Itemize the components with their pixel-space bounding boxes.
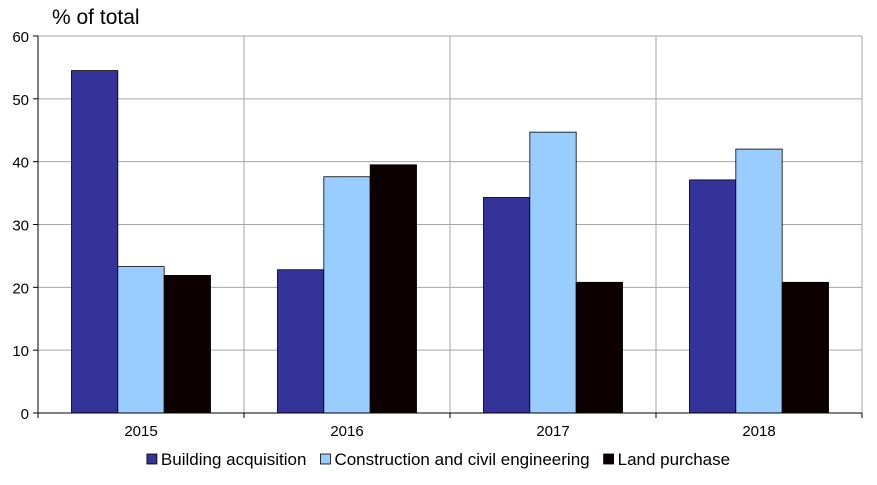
legend-label: Construction and civil engineering bbox=[334, 450, 589, 469]
legend: Building acquisition Construction and civ… bbox=[146, 450, 730, 469]
bar-2016-series-2 bbox=[323, 176, 371, 414]
bar-2017-series-2 bbox=[529, 131, 577, 414]
x-tick-label: 2015 bbox=[124, 423, 157, 440]
y-tick-label: 0 bbox=[21, 406, 29, 423]
y-tick-label: 40 bbox=[12, 155, 29, 172]
bar-2015-series-2 bbox=[117, 266, 165, 414]
legend-item: Building acquisition bbox=[146, 450, 307, 469]
bar-2018-series-2 bbox=[735, 148, 783, 414]
y-tick-label: 50 bbox=[12, 92, 29, 109]
legend-item: Construction and civil engineering bbox=[320, 450, 590, 469]
y-tick-label: 30 bbox=[12, 218, 29, 235]
bar-2015-series-1 bbox=[71, 70, 119, 414]
y-axis-label: % of total bbox=[52, 6, 140, 29]
bar-2015-series-3 bbox=[163, 274, 211, 414]
y-tick-label: 10 bbox=[12, 343, 29, 360]
legend-label: Building acquisition bbox=[161, 450, 307, 469]
x-tick-labels: 2015 2016 2017 2018 bbox=[124, 423, 775, 440]
y-tick-labels: 0 10 20 30 40 50 60 bbox=[12, 29, 29, 423]
legend-swatch bbox=[603, 453, 615, 465]
x-tick-label: 2017 bbox=[536, 423, 569, 440]
bar-2017-series-3 bbox=[575, 281, 623, 414]
x-tick-label: 2018 bbox=[742, 423, 775, 440]
axes bbox=[33, 35, 863, 418]
y-tick-label: 60 bbox=[12, 29, 29, 46]
bars bbox=[71, 70, 829, 414]
bar-2016-series-3 bbox=[369, 164, 417, 414]
bar-2018-series-1 bbox=[689, 179, 737, 414]
legend-swatch bbox=[146, 453, 158, 465]
y-tick-label: 20 bbox=[12, 280, 29, 297]
bar-2017-series-1 bbox=[483, 197, 531, 414]
bar-2016-series-1 bbox=[277, 269, 325, 414]
legend-swatch bbox=[320, 453, 331, 465]
legend-label: Land purchase bbox=[618, 450, 730, 469]
legend-item: Land purchase bbox=[603, 450, 730, 469]
bar-2018-series-3 bbox=[781, 281, 829, 414]
x-tick-label: 2016 bbox=[330, 423, 363, 440]
